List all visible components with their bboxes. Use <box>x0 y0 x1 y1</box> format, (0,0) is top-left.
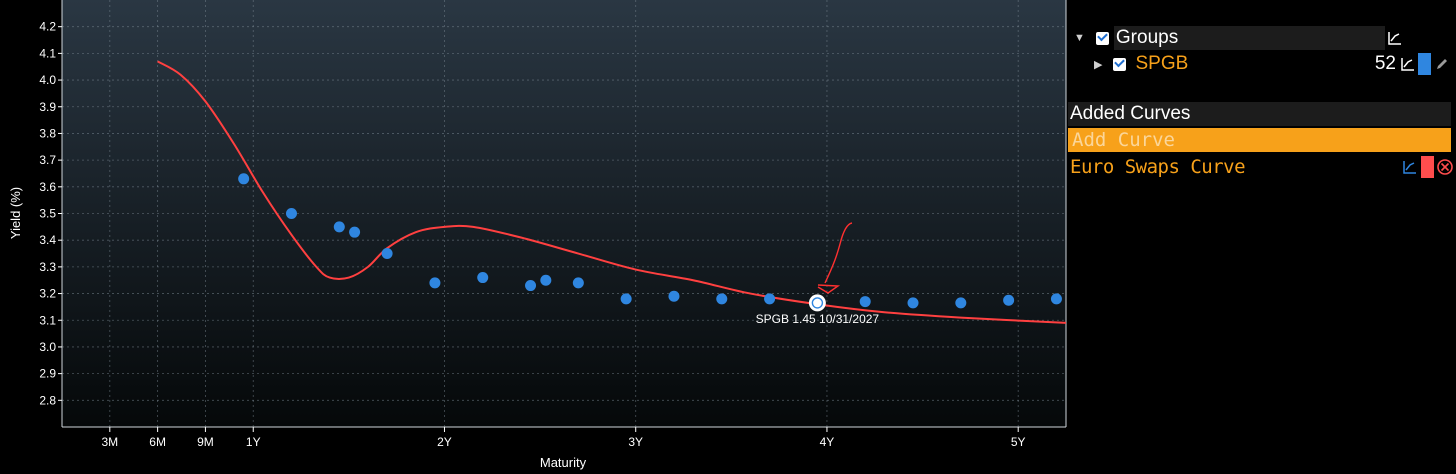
spgb-bond-point[interactable] <box>540 274 552 286</box>
remove-curve-icon[interactable] <box>1436 158 1454 176</box>
x-tick-label: 3Y <box>628 435 643 449</box>
spgb-bond-point[interactable] <box>525 280 537 292</box>
added-curves-title: Added Curves <box>1070 103 1191 124</box>
spgb-count: 52 <box>1374 53 1396 74</box>
spgb-bond-point[interactable] <box>572 277 584 289</box>
y-tick-label: 3.7 <box>39 153 56 167</box>
annotation-layer <box>817 222 853 294</box>
grid <box>62 0 1066 427</box>
spgb-bond-point[interactable] <box>349 226 361 238</box>
expand-triangle-icon[interactable]: ▶ <box>1094 58 1103 71</box>
curve-row-euro-swaps[interactable]: Euro Swaps Curve <box>1068 155 1454 179</box>
add-curve-placeholder: Add Curve <box>1072 129 1175 151</box>
y-tick-label: 3.0 <box>39 340 56 354</box>
x-axis-title: Maturity <box>540 455 587 470</box>
spgb-bond-point[interactable] <box>907 297 919 309</box>
y-tick-label: 3.8 <box>39 126 56 140</box>
curve-color-swatch[interactable] <box>1421 156 1434 178</box>
added-curves-header: Added Curves <box>1068 102 1451 126</box>
y-tick-label: 3.6 <box>39 180 56 194</box>
x-tick-label: 6M <box>149 435 166 449</box>
add-curve-input[interactable]: Add Curve <box>1068 128 1451 152</box>
x-tick-label: 2Y <box>437 435 452 449</box>
spgb-bond-point[interactable] <box>477 272 489 284</box>
spgb-bond-point[interactable] <box>1050 293 1062 305</box>
y-axis-title: Yield (%) <box>8 187 23 239</box>
groups-label: Groups <box>1115 27 1179 48</box>
spgb-bond-point[interactable] <box>716 293 728 305</box>
spgb-bond-point[interactable] <box>955 297 967 309</box>
y-tick-label: 4.1 <box>39 46 56 60</box>
groups-row[interactable]: ▼ Groups <box>1074 26 1454 50</box>
highlighted-point-ring[interactable] <box>808 294 826 312</box>
y-tick-label: 3.5 <box>39 207 56 221</box>
legend-panel: ▼ Groups ▶ SPGB 52 Added Curves Add Curv… <box>1068 0 1456 474</box>
highlighted-point-core <box>811 297 824 309</box>
spgb-bond-point[interactable] <box>620 293 632 305</box>
spgb-bond-point[interactable] <box>764 293 776 305</box>
y-tick-label: 4.2 <box>39 20 56 34</box>
spgb-checkbox[interactable] <box>1113 57 1127 71</box>
spgb-bond-point[interactable] <box>859 296 871 308</box>
x-tick-label: 3M <box>101 435 118 449</box>
curve-name: Euro Swaps Curve <box>1070 156 1246 178</box>
spgb-color-swatch[interactable] <box>1418 53 1431 75</box>
y-tick-label: 2.9 <box>39 367 56 381</box>
spgb-bond-point[interactable] <box>285 208 297 219</box>
euro-swaps-curve-line <box>157 60 1067 324</box>
spgb-bond-point[interactable] <box>238 173 250 185</box>
y-tick-label: 4.0 <box>39 73 56 87</box>
groups-header-bar: Groups <box>1113 26 1385 50</box>
pencil-icon[interactable] <box>1434 56 1450 72</box>
spgb-bond-point[interactable] <box>668 290 680 302</box>
collapse-triangle-icon[interactable]: ▼ <box>1074 32 1085 44</box>
chart-type-icon[interactable] <box>1387 30 1403 46</box>
y-tick-label: 3.9 <box>39 100 56 114</box>
yield-curve-chart: 2.8 2.9 3.0 3.1 3.2 3.3 3.4 3.5 3.6 3.7 3.8 3.9 4.0 4… <box>8 0 1067 470</box>
x-tick-label: 9M <box>197 435 214 449</box>
spgb-row[interactable]: ▶ SPGB 52 <box>1074 52 1454 76</box>
curve-chart-type-icon[interactable] <box>1402 159 1418 175</box>
red-arrow-annotation <box>817 222 853 294</box>
y-tick-label: 3.4 <box>39 233 56 247</box>
chart-svg: 2.8 2.9 3.0 3.1 3.2 3.3 3.4 3.5 3.6 3.7 3.8 3.9 4.0 4… <box>8 0 1067 470</box>
spgb-bond-point[interactable] <box>381 248 393 260</box>
x-tick-label: 1Y <box>246 435 261 449</box>
y-tick-label: 3.3 <box>39 260 56 274</box>
spgb-bond-point[interactable] <box>333 221 345 233</box>
x-tick-label: 5Y <box>1011 435 1026 449</box>
point-layer: SPGB 1.45 10/31/2027 <box>238 173 1062 326</box>
spgb-bond-point[interactable] <box>1003 294 1015 306</box>
curve-layer <box>157 60 1067 324</box>
y-tick-label: 3.2 <box>39 287 56 301</box>
spgb-bond-point[interactable] <box>429 277 441 289</box>
groups-checkbox[interactable] <box>1095 31 1109 45</box>
x-tick-label: 4Y <box>820 435 835 449</box>
y-tick-label: 3.1 <box>39 313 56 327</box>
spgb-chart-type-icon[interactable] <box>1400 56 1416 72</box>
y-tick-label: 2.8 <box>39 393 56 407</box>
highlighted-point-label: SPGB 1.45 10/31/2027 <box>756 312 880 326</box>
spgb-label: SPGB <box>1135 53 1189 74</box>
ticks: 2.8 2.9 3.0 3.1 3.2 3.3 3.4 3.5 3.6 3.7 3.8 3.9 4.0 4… <box>39 20 1025 449</box>
